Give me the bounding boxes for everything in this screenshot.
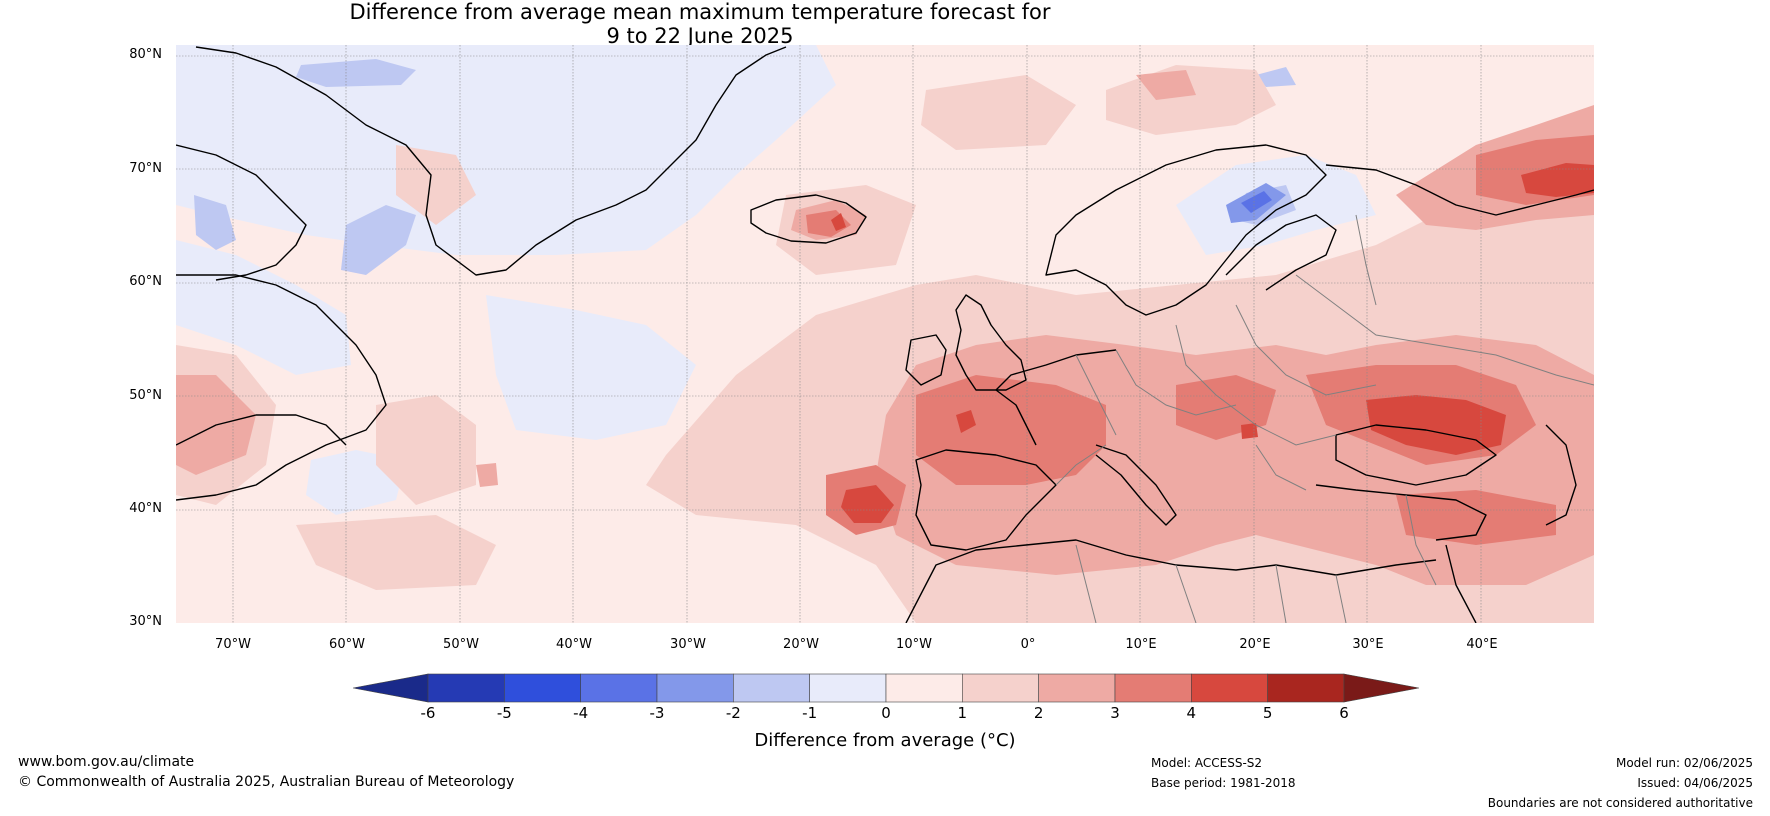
warm-anomaly-regions-4 [831,163,1594,523]
footer-model-run: Model run: 02/06/2025 [1615,756,1753,770]
footer-issued: Issued: 04/06/2025 [1637,776,1753,790]
lat-label-60n: 60°N [129,274,162,289]
footer-copyright: © Commonwealth of Australia 2025, Austra… [18,774,515,790]
lat-label-30n: 30°N [129,614,162,629]
coastline-britain [955,294,1027,391]
coastline-ireland [905,334,947,386]
lon-label-40w: 40°W [556,637,592,652]
lon-label-10w: 10°W [896,637,932,652]
colorbar-below-arrow [353,673,429,703]
lat-label-50n: 50°N [129,388,162,403]
cool-anomaly-core-2 [1241,191,1272,213]
colorbar-tick-label: 0 [881,704,891,722]
colorbar-segment [1267,673,1345,703]
lon-label-70w: 70°W [215,637,251,652]
coastline-iceland [750,194,867,244]
coastline-caspian [1545,424,1577,526]
colorbar-tick-label: 2 [1033,704,1044,722]
coastline-russia-north [1325,164,1594,216]
colorbar-tick-label: 1 [957,704,968,722]
colorbar-tick-label: -3 [649,704,665,722]
colorbar-segments [427,673,1345,703]
footer-disclaimer: Boundaries are not considered authoritat… [1487,796,1753,810]
lon-label-40e: 40°E [1466,637,1498,652]
country-borders [1055,214,1594,623]
coastline-france [995,349,1117,446]
lat-label-40n: 40°N [129,501,162,516]
lat-label-80n: 80°N [129,47,162,62]
lon-label-0: 0° [1020,637,1036,652]
coastline-greenland [195,46,787,276]
colorbar-segment [427,673,505,703]
lon-label-30w: 30°W [670,637,706,652]
colorbar-tick-label: -1 [802,704,818,722]
coastline-scandinavia [1045,144,1327,316]
coastline-turkey [1315,484,1487,541]
colorbar-tick-label: 3 [1110,704,1120,722]
lon-label-20e: 20°E [1239,637,1271,652]
coastline-iberia [915,449,1057,551]
map-svg [176,45,1594,623]
coastlines [176,46,1594,623]
colorbar-above-arrow [1343,673,1419,703]
colorbar-tick-label: 6 [1339,704,1349,722]
colorbar-tick-label: -4 [573,704,589,722]
lat-label-70n: 70°N [129,161,162,176]
colorbar-tick-label: -6 [420,704,436,722]
colorbar-segment [580,673,658,703]
coastline-labrador [176,274,387,501]
coastline-levant [1445,544,1477,623]
colorbar-segment [504,673,581,703]
colorbar-segment [1191,673,1268,703]
colorbar-segment [885,673,963,703]
graticule [176,45,1594,623]
temperature-anomaly-map [176,45,1594,623]
coastline-black-sea [1335,424,1497,486]
coastline-italy [1095,444,1177,526]
colorbar-tick-label: -5 [496,704,512,722]
colorbar-tick-label: 4 [1186,704,1197,722]
lon-label-60w: 60°W [329,637,365,652]
colorbar [353,673,1419,703]
colorbar-segment [1038,673,1116,703]
map-title: Difference from average mean maximum tem… [0,0,1400,48]
coastline-baltic [1225,214,1337,291]
footer-model: Model: ACCESS-S2 [1151,756,1263,770]
colorbar-segment [962,673,1039,703]
coastline-baffin [176,144,307,281]
title-line-2: 9 to 22 June 2025 [606,24,794,48]
lon-label-30e: 30°E [1352,637,1384,652]
colorbar-segment [656,673,734,703]
colorbar-segment [1114,673,1192,703]
title-line-1: Difference from average mean maximum tem… [349,0,1051,24]
lon-label-10e: 10°E [1125,637,1157,652]
colorbar-tick-label: -2 [725,704,741,722]
lon-label-50w: 50°W [443,637,479,652]
colorbar-segment [809,673,887,703]
colorbar-title: Difference from average (°C) [754,730,1016,751]
footer-base-period: Base period: 1981-2018 [1151,776,1296,790]
lon-label-20w: 20°W [783,637,819,652]
coastline-st-lawrence [176,414,347,446]
colorbar-tick-label: 5 [1262,704,1273,722]
footer-website: www.bom.gov.au/climate [18,754,195,770]
coastline-north-africa [905,539,1437,623]
colorbar-segment [733,673,810,703]
